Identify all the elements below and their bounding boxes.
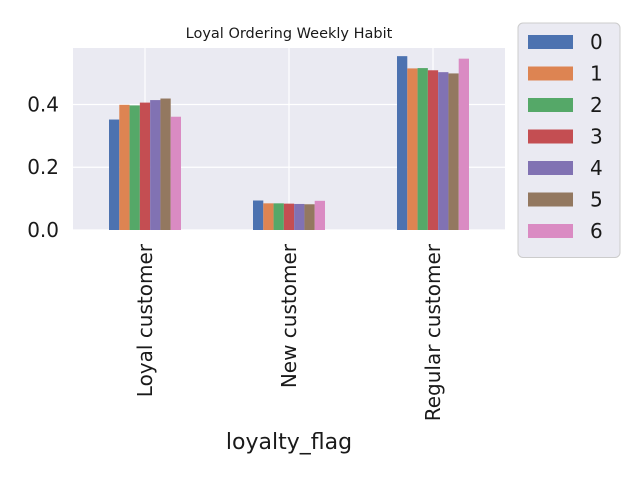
bar-regular-customer-series-5 [448,73,459,230]
bar-regular-customer-series-0 [397,56,408,230]
bar-new-customer-series-2 [273,203,284,230]
bar-new-customer-series-4 [294,203,305,230]
legend-swatch [528,66,573,81]
y-tick-label: 0.4 [27,92,59,116]
bar-loyal-customer-series-4 [150,100,161,230]
bar-regular-customer-series-2 [417,68,428,230]
bar-new-customer-series-0 [253,200,264,230]
bar-new-customer-series-6 [314,200,325,230]
legend-swatch [528,224,573,238]
legend-label: 4 [590,156,603,180]
x-tick-label: Regular customer [421,243,445,421]
legend-swatch [528,161,573,175]
y-tick-label: 0.2 [27,155,59,179]
x-tick-label: Loyal customer [133,243,157,397]
bar-new-customer-series-3 [283,203,295,230]
legend-label: 0 [590,30,603,54]
bars [109,56,469,231]
legend-swatch [528,98,573,112]
bar-loyal-customer-series-2 [129,105,140,230]
chart-title: Loyal Ordering Weekly Habit [186,26,393,42]
bar-loyal-customer-series-5 [160,98,171,231]
bar-loyal-customer-series-3 [139,102,151,230]
legend-label: 6 [590,219,603,243]
legend-label: 2 [590,93,603,117]
bar-loyal-customer-series-1 [119,104,130,230]
x-axis-ticks: Loyal customer New customer Regular custom… [133,243,445,421]
legend-label: 3 [590,125,603,149]
bar-loyal-customer-series-0 [109,119,120,230]
legend-swatch [528,129,573,144]
legend-swatch [528,35,573,49]
legend-swatch [528,192,573,207]
y-axis-ticks: 0.0 0.2 0.4 [27,92,59,242]
legend-label: 1 [590,62,603,86]
bar-regular-customer-series-1 [407,68,418,231]
bar-new-customer-series-5 [304,204,315,230]
y-tick-label: 0.0 [27,218,59,242]
x-axis-label: loyalty_flag [226,430,352,455]
bar-regular-customer-series-4 [438,72,449,230]
bar-loyal-customer-series-6 [170,116,181,230]
bar-new-customer-series-1 [263,203,274,230]
legend: 0 1 2 3 4 5 6 [517,22,621,258]
bar-regular-customer-series-6 [458,58,469,230]
bar-regular-customer-series-3 [427,70,439,230]
x-tick-label: New customer [277,243,301,388]
legend-label: 5 [590,188,603,212]
